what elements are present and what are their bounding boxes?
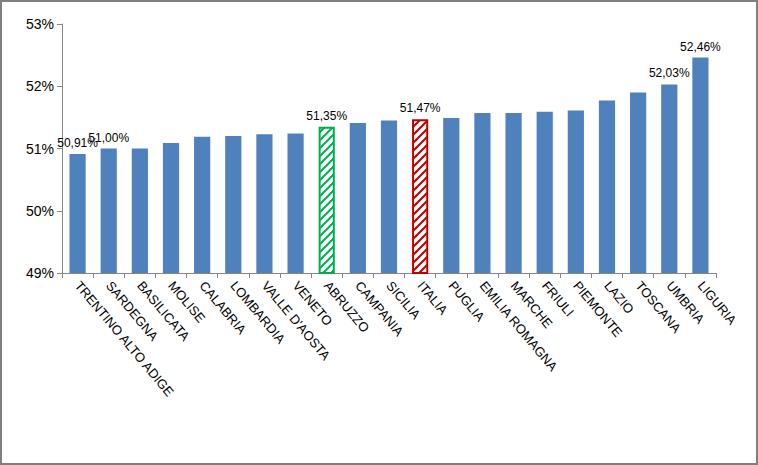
- svg-text:MOLISE: MOLISE: [165, 278, 209, 326]
- svg-text:51,47%: 51,47%: [400, 101, 441, 115]
- svg-text:LIGURIA: LIGURIA: [695, 278, 740, 328]
- svg-text:EMILIA ROMAGNA: EMILIA ROMAGNA: [476, 278, 561, 375]
- svg-text:52,46%: 52,46%: [680, 40, 721, 54]
- svg-text:53%: 53%: [26, 16, 54, 32]
- svg-text:52%: 52%: [26, 78, 54, 94]
- svg-text:LOMBARDIA: LOMBARDIA: [227, 278, 289, 347]
- svg-text:PUGLIA: PUGLIA: [445, 278, 488, 325]
- svg-text:CALABRIA: CALABRIA: [196, 278, 250, 338]
- svg-text:BASILICATA: BASILICATA: [134, 278, 193, 344]
- svg-text:TRENTINO ALTO ADIGE: TRENTINO ALTO ADIGE: [71, 278, 177, 400]
- svg-text:ABRUZZO: ABRUZZO: [321, 278, 373, 336]
- svg-text:49%: 49%: [26, 265, 54, 281]
- svg-text:SARDEGNA: SARDEGNA: [103, 278, 162, 344]
- svg-text:LAZIO: LAZIO: [601, 278, 637, 316]
- svg-text:SICILIA: SICILIA: [383, 278, 424, 323]
- svg-text:PIEMONTE: PIEMONTE: [570, 278, 626, 340]
- svg-text:51%: 51%: [26, 141, 54, 157]
- svg-text:VENETO: VENETO: [289, 278, 336, 329]
- svg-text:FRIULI: FRIULI: [539, 278, 577, 319]
- svg-text:52,03%: 52,03%: [649, 66, 690, 80]
- svg-text:MARCHE: MARCHE: [507, 278, 556, 331]
- svg-text:50,91%: 50,91%: [57, 136, 98, 151]
- svg-text:ITALIA: ITALIA: [414, 278, 451, 318]
- svg-text:50%: 50%: [26, 203, 54, 219]
- svg-text:51,35%: 51,35%: [306, 109, 347, 123]
- svg-text:51,00%: 51,00%: [88, 131, 129, 145]
- svg-text:TOSCANA: TOSCANA: [632, 278, 685, 336]
- svg-text:VALLE D'AOSTA: VALLE D'AOSTA: [258, 278, 334, 363]
- svg-text:UMBRIA: UMBRIA: [663, 278, 708, 327]
- svg-text:CAMPANIA: CAMPANIA: [352, 278, 407, 340]
